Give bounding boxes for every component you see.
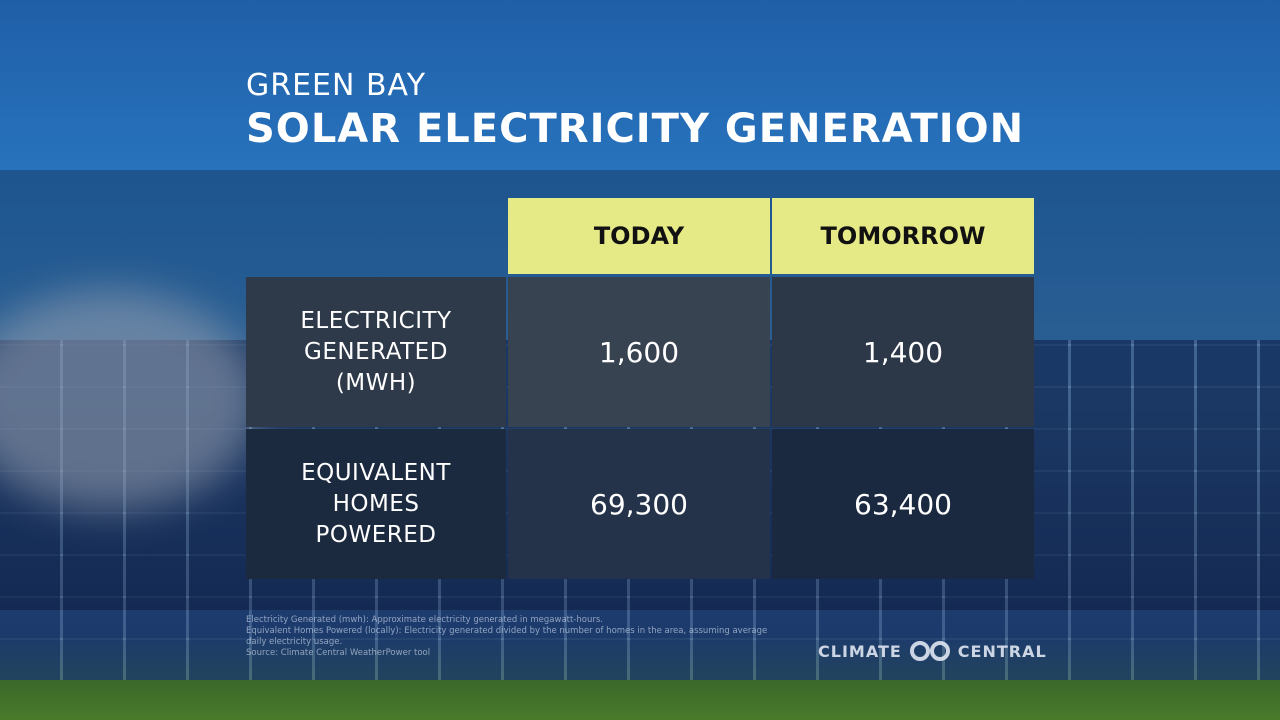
column-header: TOMORROW bbox=[772, 198, 1034, 274]
cell-value: 1,400 bbox=[772, 277, 1034, 427]
logo-text: CENTRAL bbox=[957, 641, 1047, 661]
row-label: EQUIVALENT HOMES POWERED bbox=[246, 429, 506, 579]
column-header: TODAY bbox=[508, 198, 770, 274]
footnotes: Electricity Generated (mwh): Approximate… bbox=[246, 615, 786, 659]
cell-value: 1,600 bbox=[508, 277, 770, 427]
footer-band bbox=[0, 610, 1280, 680]
footnote: Equivalent Homes Powered (locally): Elec… bbox=[246, 626, 768, 647]
footnote: Source: Climate Central WeatherPower too… bbox=[246, 648, 431, 658]
logo-mark bbox=[908, 641, 952, 661]
cloud bbox=[0, 290, 260, 510]
footnote: Electricity Generated (mwh): Approximate… bbox=[246, 615, 603, 625]
title: SOLAR ELECTRICITY GENERATION bbox=[246, 106, 1025, 152]
row-label: ELECTRICITY GENERATED (MWH) bbox=[246, 277, 506, 427]
cell-value: 63,400 bbox=[772, 429, 1034, 579]
logo: CLIMATE CENTRAL bbox=[818, 641, 1047, 661]
cell-value: 69,300 bbox=[508, 429, 770, 579]
location: GREEN BAY bbox=[246, 68, 427, 103]
logo-text: CLIMATE bbox=[818, 641, 902, 661]
